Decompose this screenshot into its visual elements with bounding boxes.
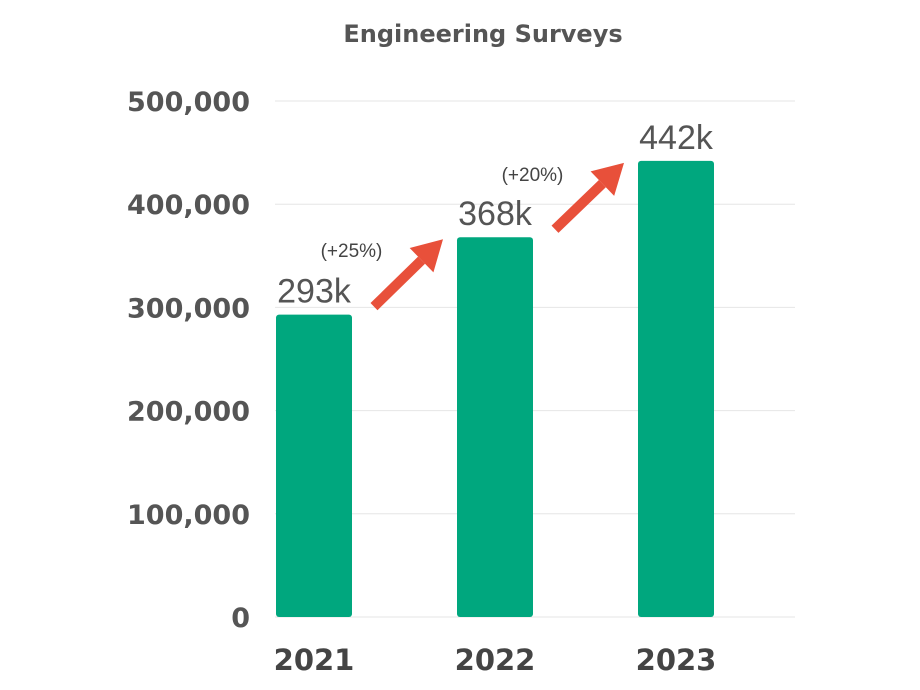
y-tick-label: 100,000 <box>127 500 250 531</box>
data-label: 293k <box>277 273 352 311</box>
y-tick-label: 500,000 <box>127 87 250 118</box>
x-tick-label: 2021 <box>274 643 355 677</box>
y-tick-label: 200,000 <box>127 397 250 428</box>
y-tick-label: 0 <box>231 603 250 634</box>
growth-arrows: (+25%) (+20%) <box>321 162 624 311</box>
growth-arrow-head <box>590 162 624 196</box>
bars <box>276 160 714 617</box>
x-tick-label: 2023 <box>636 643 717 677</box>
bar-2021 <box>276 314 352 617</box>
data-label: 442k <box>639 119 714 157</box>
bar-2023 <box>638 160 714 617</box>
chart-title: Engineering Surveys <box>343 20 622 48</box>
y-axis-tick-labels: 0 100,000 200,000 300,000 400,000 500,000 <box>127 87 250 634</box>
data-labels: 293k 368k 442k <box>277 119 714 311</box>
growth-label: (+25%) <box>321 241 383 262</box>
growth-arrow-head <box>409 239 443 273</box>
data-label: 368k <box>458 195 533 233</box>
growth-arrow-shaft <box>551 180 606 233</box>
y-tick-label: 300,000 <box>127 293 250 324</box>
bar-2022 <box>457 237 533 617</box>
x-tick-label: 2022 <box>455 643 536 677</box>
x-axis-tick-labels: 2021 2022 2023 <box>274 643 717 677</box>
y-tick-label: 400,000 <box>127 190 250 221</box>
growth-arrow-shaft <box>370 256 426 311</box>
growth-label: (+20%) <box>502 165 564 186</box>
